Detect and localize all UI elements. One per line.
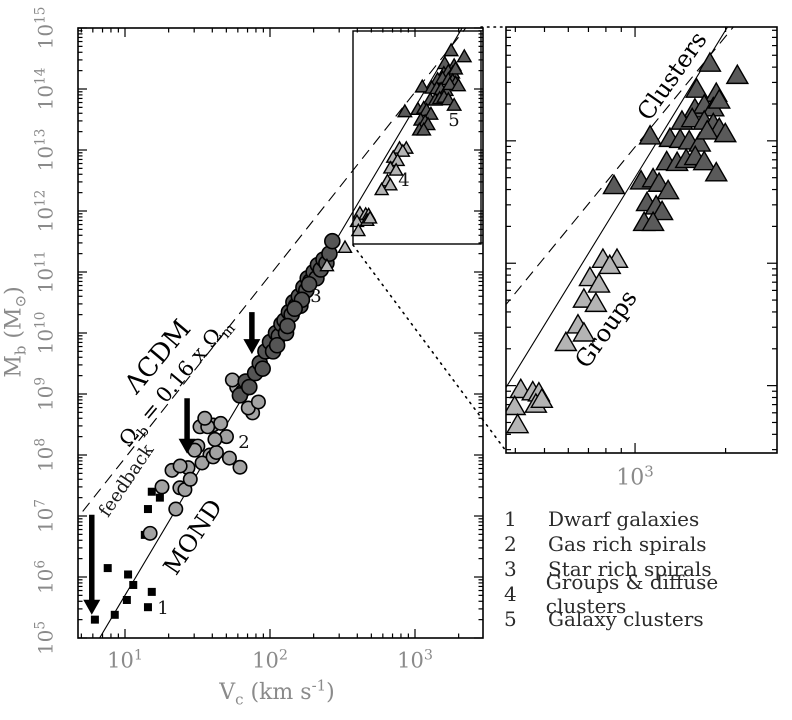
series-panel-galaxy-clusters — [602, 51, 750, 232]
x-axis-title: Vc (km s-1) — [219, 676, 335, 709]
legend-item-number: 3 — [504, 556, 517, 581]
legend: 1 Dwarf galaxies 2 Gas rich spirals 3 St… — [504, 506, 792, 631]
legend-item-label: Gas rich spirals — [548, 531, 707, 556]
legend-item-label: Galaxy clusters — [548, 606, 704, 631]
legend-item: 4 Groups & diffuse clusters — [504, 570, 792, 618]
connector-dotted-diagonal — [352, 244, 507, 452]
zoom-panel-frame — [505, 26, 778, 454]
legend-item-label: Dwarf galaxies — [548, 506, 700, 531]
down-arrow-1 — [83, 514, 101, 615]
mond-line-main — [98, 28, 463, 638]
legend-item-label: Star rich spirals — [548, 556, 712, 581]
series-main-dwarf-galaxies — [90, 487, 164, 624]
legend-item: 2 Gas rich spirals — [504, 531, 792, 556]
down-arrow-2 — [178, 398, 196, 454]
legend-item-number: 4 — [504, 581, 517, 606]
panel-axis-ticks — [506, 27, 777, 453]
legend-item-number: 1 — [504, 506, 517, 531]
series-main-galaxy-clusters — [396, 42, 473, 136]
legend-item-number: 2 — [504, 531, 517, 556]
inset-box — [352, 30, 482, 245]
lcdm-line-main — [78, 28, 467, 519]
legend-item: 5 Galaxy clusters — [504, 606, 792, 631]
series-panel-groups-diffuse-clusters — [506, 247, 629, 434]
series-main-groups-diffuse-clusters — [319, 140, 415, 272]
series-main-star-rich-spirals — [231, 232, 341, 404]
y-axis-title: Mb (M⊙) — [1, 286, 30, 378]
down-arrow-3 — [243, 312, 261, 355]
main-plot-frame — [77, 27, 484, 639]
legend-item-label: Groups & diffuse clusters — [545, 569, 719, 618]
legend-item: 3 Star rich spirals — [504, 556, 792, 581]
legend-item: 1 Dwarf galaxies — [504, 506, 792, 531]
legend-item-number: 5 — [504, 606, 517, 631]
